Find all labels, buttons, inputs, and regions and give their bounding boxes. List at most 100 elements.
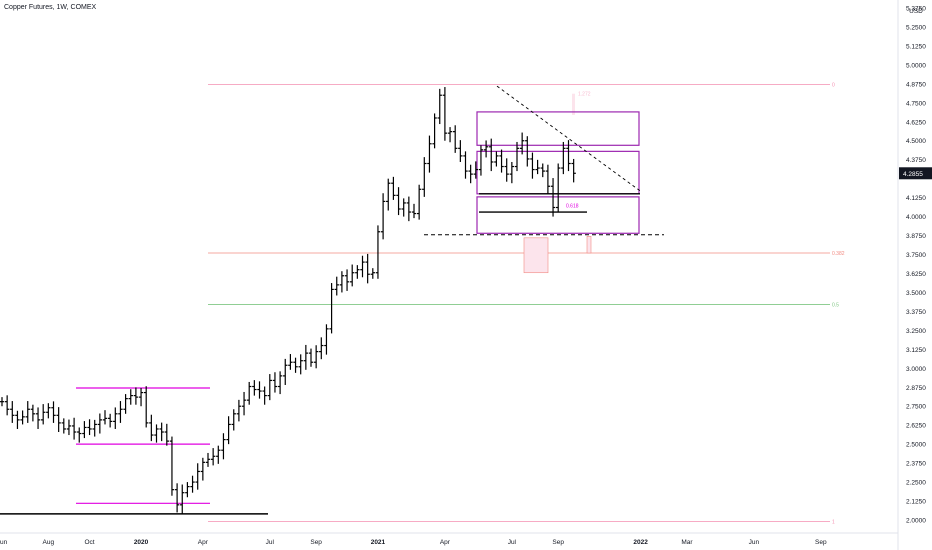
ohlc-bar [530,152,535,179]
ohlc-bar [566,140,571,172]
ohlc-bar [231,409,236,431]
y-tick-label: 2.3750 [906,461,926,468]
ohlc-bar [82,421,87,439]
y-tick-label: 3.3750 [906,309,926,316]
fib-level-label: 1 [832,520,835,526]
ohlc-bar [401,198,406,217]
ohlc-bar [97,413,103,434]
ohlc-bar [489,138,494,172]
fib-level-label: 0.382 [832,251,845,257]
ohlc-bar [154,424,159,443]
ohlc-bar [550,178,556,217]
ohlc-bar [77,427,82,443]
y-tick-label: 4.3750 [906,157,926,164]
ohlc-bar [432,113,437,149]
x-tick-label: Apr [198,539,209,546]
ohlc-bar [133,387,139,405]
ohlc-bar [355,265,360,279]
y-tick-label: 2.7500 [906,404,926,411]
ohlc-bar [391,176,396,200]
ohlc-bar [483,140,489,158]
ohlc-bar [478,145,484,176]
y-tick-label: 2.0000 [906,518,926,525]
x-tick-label: Sep [310,539,322,546]
price-unit-label: USD [909,8,923,15]
ohlc-bar [267,374,272,401]
y-tick-label: 5.3750 [906,6,926,13]
ohlc-bar [380,193,386,240]
ohlc-bar [92,419,97,437]
y-tick-label: 3.6250 [906,271,926,278]
ohlc-bar [350,264,355,287]
ohlc-bar [25,401,30,423]
annotation-label: 1.272 [578,92,591,98]
x-tick-label: Oct [84,539,94,546]
ohlc-bar [324,324,329,355]
ohlc-bar [0,397,5,407]
ohlc-bar [442,87,448,141]
ohlc-bar [453,125,458,153]
ohlc-bar [185,482,190,498]
projection-box-small [586,236,592,254]
ohlc-bar [236,399,242,422]
ohlc-bar [406,196,412,222]
y-tick-label: 4.0000 [906,214,926,221]
ohlc-bar [525,136,530,167]
projection-box [523,237,549,274]
ohlc-bar [61,418,66,434]
ohlc-bar [128,389,133,405]
projection-mark [572,93,575,115]
ohlc-bar [102,410,108,425]
last-price-value: 4.2855 [903,171,923,178]
ohlc-bar [277,371,283,395]
ohlc-bar [556,163,561,213]
x-tick-label: Apr [440,539,451,546]
ohlc-bar [30,404,36,422]
y-tick-label: 2.5000 [906,442,926,449]
ohlc-bar [66,419,72,436]
ohlc-bar [252,380,257,396]
y-tick-label: 3.1250 [906,347,926,354]
ohlc-bar [447,127,453,143]
ohlc-bar [41,404,46,425]
range-box-top [476,111,640,146]
ohlc-bar [35,407,41,429]
ohlc-bar [468,164,473,184]
y-tick-label: 3.5000 [906,290,926,297]
ohlc-bar [504,158,509,182]
ohlc-bar [210,448,216,466]
chart-title: Copper Futures, 1W, COMEX [4,4,97,11]
ohlc-bar [113,407,118,429]
ohlc-bar [195,463,200,490]
ohlc-bar [535,159,540,175]
x-tick-label: Aug [43,539,55,546]
ohlc-bar [386,178,391,211]
ohlc-bar [313,345,319,369]
ohlc-bar [561,141,566,175]
ohlc-bar [288,354,293,370]
ohlc-bar [221,433,226,460]
ohlc-bar [20,410,25,425]
ohlc-bars [0,87,576,514]
ohlc-bar [272,372,278,393]
ohlc-bar [10,401,15,423]
ohlc-bar [540,163,545,178]
x-tick-label: Jul [266,539,275,546]
ohlc-bar [509,161,515,184]
trendline-dashed [496,85,641,192]
ohlc-bar [334,276,339,296]
ohlc-bar [283,358,288,385]
ohlc-bar [365,253,370,284]
ohlc-bar [226,416,231,445]
ohlc-bar [174,483,180,513]
last-price-bg [899,167,932,180]
y-tick-label: 4.1250 [906,195,926,202]
ohlc-bar [51,401,56,423]
ohlc-bar [138,388,144,407]
y-tick-label: 2.2500 [906,480,926,487]
x-tick-label: Mar [681,539,693,546]
ohlc-bar [71,417,77,440]
ohlc-bar [123,394,128,414]
ohlc-bar [422,157,427,197]
